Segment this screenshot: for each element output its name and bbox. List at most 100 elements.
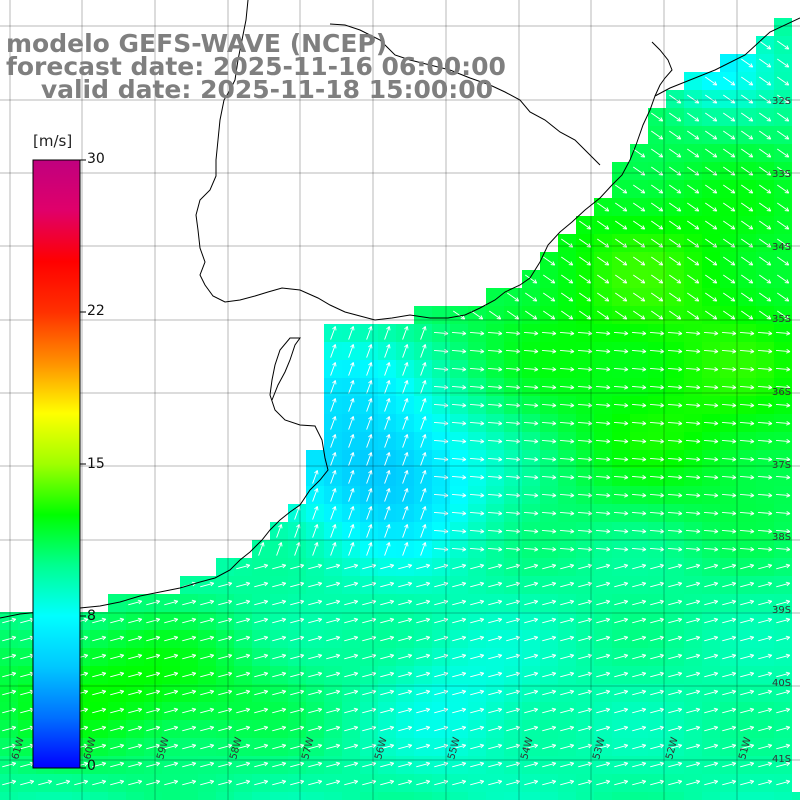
- wind-arrow: [559, 367, 575, 372]
- wind-arrow: [541, 547, 557, 552]
- wind-arrow: [686, 743, 701, 750]
- wind-arrow: [402, 398, 409, 412]
- wind-arrow: [542, 707, 557, 714]
- wind-arrow: [451, 385, 467, 390]
- wind-arrow: [505, 511, 521, 516]
- wind-arrow: [776, 599, 791, 606]
- wind-cell: [576, 792, 594, 800]
- wind-arrow: [668, 743, 683, 750]
- wind-arrow: [470, 653, 485, 660]
- wind-arrow: [651, 256, 664, 266]
- wind-arrow: [398, 581, 413, 588]
- wind-arrow: [2, 617, 17, 624]
- wind-arrow: [146, 671, 161, 678]
- wind-arrow: [541, 349, 557, 354]
- wind-arrow: [398, 653, 413, 660]
- wind-arrow: [366, 488, 373, 502]
- wind-arrow: [272, 635, 287, 642]
- wind-arrow: [2, 689, 17, 696]
- wind-arrow: [722, 581, 737, 588]
- wind-arrow: [651, 274, 664, 284]
- wind-arrow: [685, 493, 701, 498]
- wind-arrow: [523, 331, 539, 336]
- wind-arrow: [488, 725, 503, 732]
- wind-arrow: [451, 529, 467, 534]
- wind-arrow: [559, 421, 575, 426]
- wind-arrow: [667, 529, 683, 534]
- wind-arrow: [348, 344, 355, 358]
- wind-arrow: [200, 581, 215, 588]
- wind-arrow: [524, 761, 539, 768]
- wind-arrow: [218, 725, 233, 732]
- wind-arrow: [326, 599, 341, 606]
- wind-arrow: [776, 779, 791, 786]
- wind-arrow: [775, 421, 791, 426]
- wind-arrow: [721, 511, 737, 516]
- wind-arrow: [452, 563, 467, 570]
- wind-arrow: [182, 671, 197, 678]
- wind-arrow: [669, 220, 682, 230]
- wind-arrow: [398, 617, 413, 624]
- wind-arrow: [595, 367, 611, 372]
- wind-arrow: [416, 725, 431, 732]
- wind-arrow: [705, 220, 718, 230]
- wind-arrow: [200, 653, 215, 660]
- wind-arrows: [2, 40, 791, 786]
- wind-arrow: [276, 542, 283, 556]
- wind-arrow: [330, 452, 337, 466]
- wind-arrow: [686, 635, 701, 642]
- wind-arrow: [703, 511, 719, 516]
- wind-arrow: [236, 671, 251, 678]
- wind-arrow: [218, 599, 233, 606]
- wind-cell: [342, 792, 360, 800]
- wind-arrow: [740, 689, 755, 696]
- wind-arrow: [488, 689, 503, 696]
- wind-arrow: [380, 599, 395, 606]
- wind-arrow: [452, 707, 467, 714]
- wind-arrow: [631, 511, 647, 516]
- wind-arrow: [416, 689, 431, 696]
- wind-arrow: [560, 599, 575, 606]
- wind-arrow: [740, 635, 755, 642]
- wind-cell: [324, 792, 342, 800]
- wind-arrow: [362, 761, 377, 768]
- wind-arrow: [722, 725, 737, 732]
- wind-arrow: [595, 349, 611, 354]
- wind-arrow: [614, 779, 629, 786]
- wind-arrow: [741, 310, 754, 320]
- wind-cell: [18, 792, 36, 800]
- wind-arrow: [741, 202, 754, 212]
- wind-arrow: [110, 761, 125, 768]
- wind-arrow: [507, 310, 520, 320]
- wind-arrow: [523, 367, 539, 372]
- wind-arrow: [380, 617, 395, 624]
- wind-arrow: [613, 421, 629, 426]
- wind-arrow: [470, 635, 485, 642]
- wind-arrow: [705, 256, 718, 266]
- wind-arrow: [596, 581, 611, 588]
- wind-arrow: [741, 238, 754, 248]
- wind-arrow: [469, 547, 485, 552]
- wind-cell: [432, 306, 450, 324]
- wind-arrow: [146, 779, 161, 786]
- wind-arrow: [633, 256, 646, 266]
- wind-arrow: [595, 457, 611, 462]
- wind-arrow: [722, 617, 737, 624]
- wind-arrow: [613, 475, 629, 480]
- wind-arrow: [705, 238, 718, 248]
- wind-arrow: [687, 256, 700, 266]
- wind-arrow: [667, 475, 683, 480]
- wind-arrow: [384, 470, 391, 484]
- wind-arrow: [705, 148, 718, 158]
- wind-arrow: [596, 725, 611, 732]
- wind-arrow: [380, 689, 395, 696]
- wind-arrow: [597, 238, 610, 248]
- wind-arrow: [487, 367, 503, 372]
- wind-cell: [108, 792, 126, 800]
- wind-arrow: [649, 367, 665, 372]
- wind-arrow: [470, 671, 485, 678]
- wind-arrow: [685, 511, 701, 516]
- wind-arrow: [632, 599, 647, 606]
- wind-arrow: [541, 475, 557, 480]
- wind-arrow: [721, 493, 737, 498]
